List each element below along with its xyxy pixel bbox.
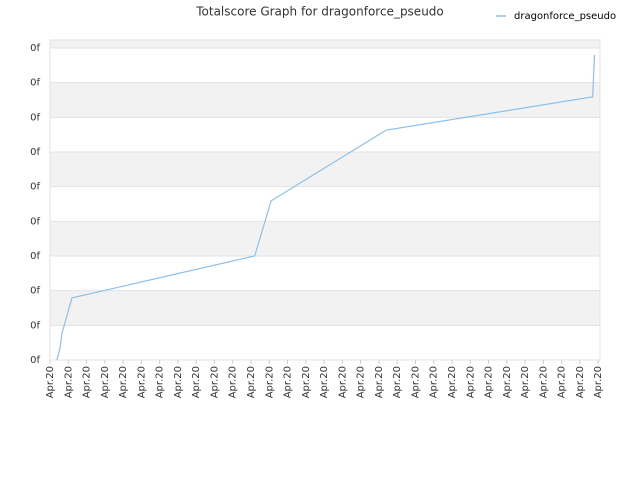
x-tick-label: Apr.20: [63, 366, 74, 398]
y-tick-label: 0f: [30, 251, 40, 262]
x-tick-label: Apr.20: [392, 366, 403, 398]
x-tick-label: Apr.20: [429, 366, 440, 398]
x-tick-label: Apr.20: [118, 366, 129, 398]
x-tick-label: Apr.20: [283, 366, 294, 398]
x-tick-label: Apr.20: [484, 366, 495, 398]
x-tick-label: Apr.20: [520, 366, 531, 398]
y-tick-label: 0f: [30, 112, 40, 123]
grid-band: [50, 40, 600, 48]
x-tick-label: Apr.20: [356, 366, 367, 398]
x-tick-label: Apr.20: [337, 366, 348, 398]
x-tick-label: Apr.20: [191, 366, 202, 398]
x-tick-label: Apr.20: [45, 366, 56, 398]
x-tick-label: Apr.20: [575, 366, 586, 398]
grid-band: [50, 290, 600, 326]
y-tick-label: 0f: [30, 216, 40, 227]
grid-band: [50, 221, 600, 256]
x-tick-label: Apr.20: [465, 366, 476, 398]
x-tick-label: Apr.20: [374, 366, 385, 398]
x-tick-label: Apr.20: [209, 366, 220, 398]
y-tick-label: 0f: [30, 320, 40, 331]
legend-label: dragonforce_pseudo: [514, 11, 616, 22]
y-tick-label: 0f: [30, 43, 40, 54]
x-tick-label: Apr.20: [502, 366, 513, 398]
chart-title: Totalscore Graph for dragonforce_pseudo: [195, 5, 444, 19]
x-tick-label: Apr.20: [155, 366, 166, 398]
x-tick-label: Apr.20: [593, 366, 604, 398]
x-tick-label: Apr.20: [319, 366, 330, 398]
y-tick-label: 0f: [30, 355, 40, 366]
x-tick-label: Apr.20: [100, 366, 111, 398]
y-tick-label: 0f: [30, 147, 40, 158]
x-tick-label: Apr.20: [82, 366, 93, 398]
x-tick-label: Apr.20: [538, 366, 549, 398]
x-tick-label: Apr.20: [173, 366, 184, 398]
grid-band: [50, 82, 600, 118]
x-tick-label: Apr.20: [246, 366, 257, 398]
x-tick-label: Apr.20: [301, 366, 312, 398]
y-tick-label: 0f: [30, 286, 40, 297]
x-tick-label: Apr.20: [447, 366, 458, 398]
series-line: [56, 54, 596, 361]
y-tick-label: 0f: [30, 182, 40, 193]
x-tick-label: Apr.20: [228, 366, 239, 398]
grid-band: [50, 151, 600, 187]
x-tick-label: Apr.20: [557, 366, 568, 398]
x-tick-label: Apr.20: [410, 366, 421, 398]
x-tick-label: Apr.20: [136, 366, 147, 398]
x-tick-label: Apr.20: [264, 366, 275, 398]
y-tick-label: 0f: [30, 78, 40, 89]
